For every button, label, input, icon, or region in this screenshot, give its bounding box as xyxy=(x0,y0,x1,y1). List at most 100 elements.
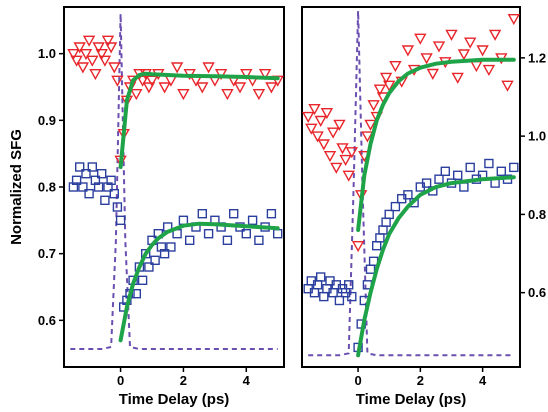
right-axis-group: 0 2 4 0.6 0.8 1.0 1.2 xyxy=(354,50,546,388)
right-square-point xyxy=(378,225,388,235)
left-triangle-point xyxy=(196,82,209,94)
left-square-point xyxy=(74,162,85,172)
right-triangle-point xyxy=(488,29,502,41)
left-square-point xyxy=(144,262,154,272)
right-triangle-point xyxy=(336,143,349,155)
right-triangle-point xyxy=(432,41,446,53)
right-triangle-point xyxy=(445,29,458,41)
right-triangle-point xyxy=(311,131,324,143)
right-square-point xyxy=(375,233,385,243)
right-triangle-point xyxy=(330,162,343,174)
left-square-point xyxy=(166,242,176,252)
right-square-point xyxy=(334,295,345,306)
left-square-point xyxy=(93,182,104,192)
right-triangle-point xyxy=(333,119,346,131)
left-triangle-point xyxy=(233,82,247,94)
left-plot-frame xyxy=(63,6,285,368)
left-triangle-point xyxy=(177,88,190,101)
right-square-point xyxy=(365,264,376,274)
left-panel: 0 2 4 0.6 0.7 0.8 0.9 1.0 Time Delay (ps) Norma… xyxy=(8,6,285,408)
left-x-tick-label: 0 xyxy=(117,373,124,388)
left-triangle-point xyxy=(89,68,102,81)
right-marker-group xyxy=(302,13,520,353)
right-square-point xyxy=(496,166,506,177)
left-square-point xyxy=(228,208,239,219)
left-square-point xyxy=(103,182,113,192)
right-triangle-point xyxy=(464,37,477,49)
right-pulse-group xyxy=(308,10,514,357)
left-y-axis-title: Normalized SFG xyxy=(8,129,25,245)
left-triangle-point xyxy=(92,42,105,54)
right-x-tick-label: 0 xyxy=(354,373,361,388)
right-pump-pulse-trace xyxy=(308,10,514,357)
left-triangle-point xyxy=(240,68,253,81)
right-triangle-point xyxy=(383,80,396,92)
left-square-point xyxy=(247,215,258,226)
left-square-point xyxy=(106,175,116,186)
right-triangle-point xyxy=(367,100,380,112)
right-square-point xyxy=(381,217,391,227)
left-triangle-point xyxy=(142,82,156,94)
left-triangle-point xyxy=(108,62,121,74)
left-square-point xyxy=(109,188,120,199)
left-pulse-group xyxy=(70,13,278,350)
left-square-point xyxy=(71,175,82,186)
left-square-point xyxy=(84,188,94,199)
left-triangle-point xyxy=(67,49,80,61)
left-triangle-point xyxy=(214,68,228,81)
left-square-point xyxy=(137,275,148,285)
left-triangle-point xyxy=(265,82,278,94)
right-fit-curve-1 xyxy=(356,57,516,232)
right-y-tick-label: 1.0 xyxy=(528,129,546,144)
left-square-point xyxy=(273,228,283,239)
left-y-tick-label: 0.9 xyxy=(38,113,56,128)
left-square-point xyxy=(90,175,101,186)
left-pump-pulse-trace xyxy=(70,13,278,350)
left-square-point xyxy=(78,182,88,192)
right-triangle-point xyxy=(342,170,355,182)
left-square-point xyxy=(68,182,79,192)
left-triangle-point xyxy=(221,88,234,101)
right-triangle-point xyxy=(351,240,365,253)
right-fit-curve-2 xyxy=(356,175,516,358)
left-triangle-point xyxy=(145,75,159,87)
left-triangle-point xyxy=(252,88,266,101)
left-square-point xyxy=(100,195,110,206)
right-triangle-point xyxy=(320,107,334,120)
right-square-point xyxy=(465,162,475,173)
right-triangle-point xyxy=(314,115,327,127)
right-triangle-point xyxy=(379,72,393,84)
right-triangle-point xyxy=(364,119,377,131)
right-x-axis-title: Time Delay (ps) xyxy=(356,391,467,408)
left-y-tick-label: 1.0 xyxy=(38,46,56,61)
right-triangle-point xyxy=(470,61,483,73)
left-square-point xyxy=(96,168,107,179)
right-triangle-point xyxy=(414,33,427,45)
left-square-point xyxy=(150,255,160,265)
left-square-point xyxy=(81,168,91,179)
left-square-point xyxy=(156,242,167,252)
right-triangle-point xyxy=(426,68,439,80)
right-triangle-point xyxy=(339,154,352,167)
right-triangle-point xyxy=(389,61,402,73)
left-x-axis-title: Time Delay (ps) xyxy=(119,391,230,408)
right-triangle-point xyxy=(507,13,520,26)
left-square-point xyxy=(266,208,277,219)
left-triangle-point xyxy=(86,55,99,67)
right-triangle-point xyxy=(482,64,496,77)
left-x-tick-label: 4 xyxy=(243,373,251,388)
right-triangle-point xyxy=(317,139,330,151)
left-triangle-point xyxy=(79,49,93,61)
right-triangle-point xyxy=(451,72,464,84)
left-triangle-point xyxy=(170,62,184,74)
right-x-tick-label: 4 xyxy=(479,373,487,388)
right-triangle-point xyxy=(501,80,514,92)
right-triangle-point xyxy=(476,45,489,57)
right-square-point xyxy=(390,201,401,212)
right-triangle-point xyxy=(420,53,433,65)
left-triangle-point xyxy=(73,42,86,54)
left-triangle-point xyxy=(202,62,215,74)
left-square-point xyxy=(112,202,123,212)
right-square-point xyxy=(403,190,413,200)
